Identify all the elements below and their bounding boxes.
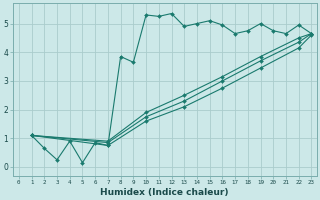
X-axis label: Humidex (Indice chaleur): Humidex (Indice chaleur) <box>100 188 229 197</box>
